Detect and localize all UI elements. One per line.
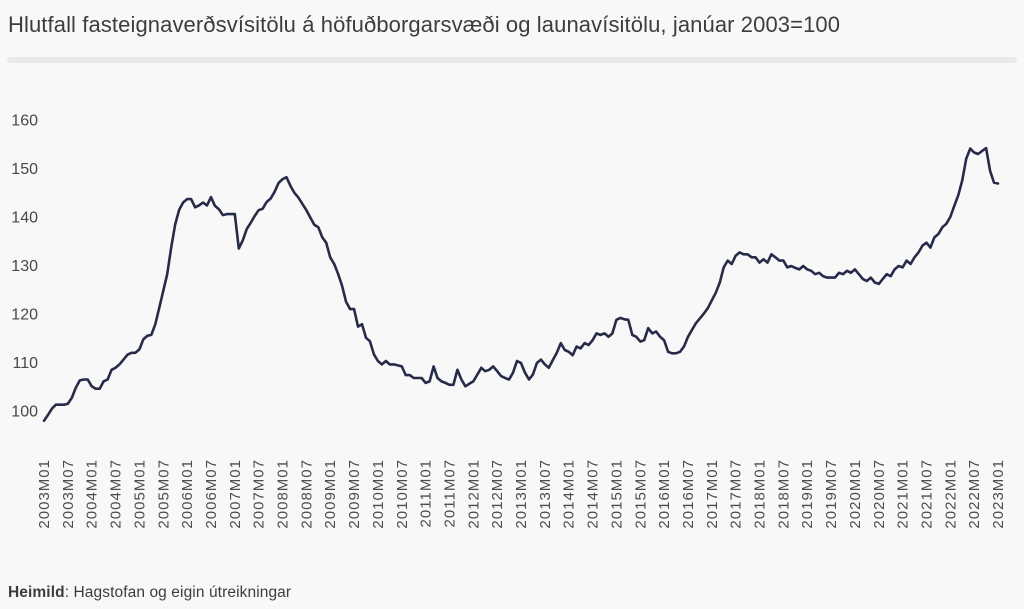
x-tick-label: 2014M07 xyxy=(585,459,602,529)
x-tick-label: 2008M01 xyxy=(275,459,292,529)
x-tick-label: 2004M01 xyxy=(84,459,101,529)
x-tick-label: 2018M01 xyxy=(752,459,769,529)
x-tick-label: 2016M01 xyxy=(656,459,673,529)
x-tick-label: 2015M07 xyxy=(632,459,649,529)
x-axis-tick-labels: 2003M01 2003M07 2004M01 2004M07 2005M01 2005M… xyxy=(36,459,1007,529)
x-tick-label: 2022M01 xyxy=(942,459,959,529)
x-tick-label: 2006M01 xyxy=(179,459,196,529)
x-tick-label: 2021M01 xyxy=(895,459,912,529)
x-tick-label: 2003M07 xyxy=(60,459,77,529)
x-tick-label: 2012M01 xyxy=(465,459,482,529)
source-text: : Hagstofan og eigin útreikningar xyxy=(64,584,292,601)
x-tick-label: 2005M01 xyxy=(131,459,148,529)
y-tick-label: 120 xyxy=(11,307,38,324)
x-tick-label: 2009M01 xyxy=(322,459,339,529)
x-tick-label: 2014M01 xyxy=(561,459,578,529)
x-tick-label: 2009M07 xyxy=(346,459,363,529)
x-tick-label: 2007M01 xyxy=(227,459,244,529)
x-tick-label: 2004M07 xyxy=(108,459,125,529)
source-label: Heimild xyxy=(8,584,65,601)
x-tick-label: 2003M01 xyxy=(36,459,53,529)
x-tick-label: 2013M01 xyxy=(513,459,530,529)
y-tick-label: 100 xyxy=(11,404,38,421)
x-tick-label: 2016M07 xyxy=(680,459,697,529)
x-tick-label: 2019M01 xyxy=(799,459,816,529)
x-tick-label: 2021M07 xyxy=(918,459,935,529)
x-tick-label: 2006M07 xyxy=(203,459,220,529)
y-axis-tick-labels: 160 150 140 130 120 110 100 xyxy=(11,113,38,421)
x-tick-label: 2023M01 xyxy=(990,459,1007,529)
x-tick-label: 2019M07 xyxy=(823,459,840,529)
x-tick-label: 2017M01 xyxy=(704,459,721,529)
y-tick-label: 140 xyxy=(11,210,38,227)
y-tick-label: 160 xyxy=(11,113,38,130)
x-tick-label: 2020M07 xyxy=(871,459,888,529)
x-tick-label: 2007M07 xyxy=(251,459,268,529)
x-tick-label: 2017M07 xyxy=(728,459,745,529)
source-note: Heimild: Hagstofan og eigin útreikningar xyxy=(8,584,291,602)
x-tick-label: 2018M07 xyxy=(775,459,792,529)
x-tick-label: 2011M07 xyxy=(441,459,458,527)
chart-title: Hlutfall fasteignaverðsvísitölu á höfuðb… xyxy=(8,12,841,37)
x-tick-label: 2010M07 xyxy=(394,459,411,529)
x-tick-label: 2013M07 xyxy=(537,459,554,529)
x-tick-label: 2020M01 xyxy=(847,459,864,529)
x-tick-label: 2008M07 xyxy=(298,459,315,529)
title-divider xyxy=(7,57,1017,63)
x-tick-label: 2022M07 xyxy=(966,459,983,529)
x-tick-label: 2005M07 xyxy=(155,459,172,529)
x-tick-label: 2011M01 xyxy=(418,459,435,527)
y-tick-label: 150 xyxy=(11,161,38,178)
y-tick-label: 110 xyxy=(12,355,38,372)
y-tick-label: 130 xyxy=(11,258,38,275)
x-tick-label: 2012M07 xyxy=(489,459,506,529)
x-tick-label: 2010M01 xyxy=(370,459,387,529)
ratio-series-line xyxy=(42,146,1000,423)
x-tick-label: 2015M01 xyxy=(608,459,625,529)
